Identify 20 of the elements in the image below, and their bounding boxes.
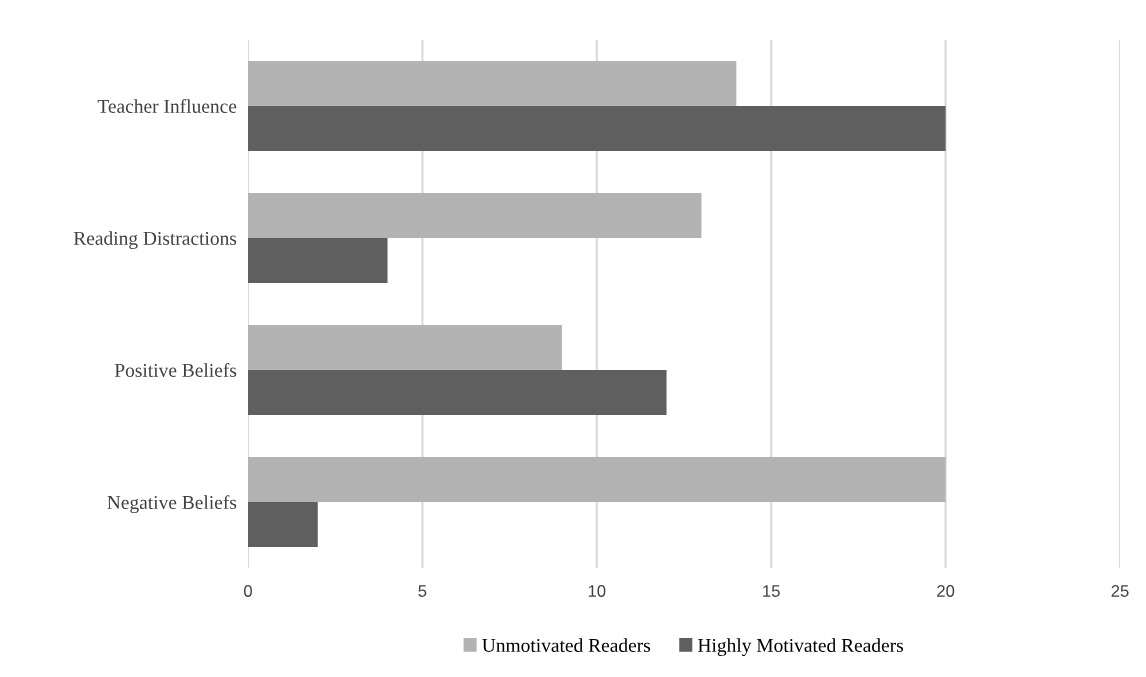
bar — [248, 238, 388, 283]
x-tick-label: 20 — [937, 585, 955, 597]
y-tick-label: Teacher Influence — [97, 99, 237, 113]
y-tick-label: Positive Beliefs — [114, 363, 237, 377]
x-tick-label: 25 — [1111, 585, 1129, 597]
bar — [248, 457, 946, 502]
x-tick-label: 10 — [588, 585, 606, 597]
bar — [248, 502, 318, 547]
x-tick-label: 0 — [244, 585, 252, 597]
legend-label: Highly Motivated Readers — [698, 638, 904, 656]
y-tick-label: Negative Beliefs — [107, 495, 237, 514]
x-tick-label: 15 — [763, 585, 780, 597]
y-tick-label: Reading Distractions — [73, 231, 237, 249]
bar — [248, 325, 562, 370]
bar — [248, 61, 737, 106]
bar — [248, 193, 702, 238]
legend-label: Unmotivated Readers — [482, 638, 651, 652]
bar — [248, 370, 667, 415]
x-tick-label: 5 — [418, 585, 427, 597]
bar — [248, 106, 946, 151]
